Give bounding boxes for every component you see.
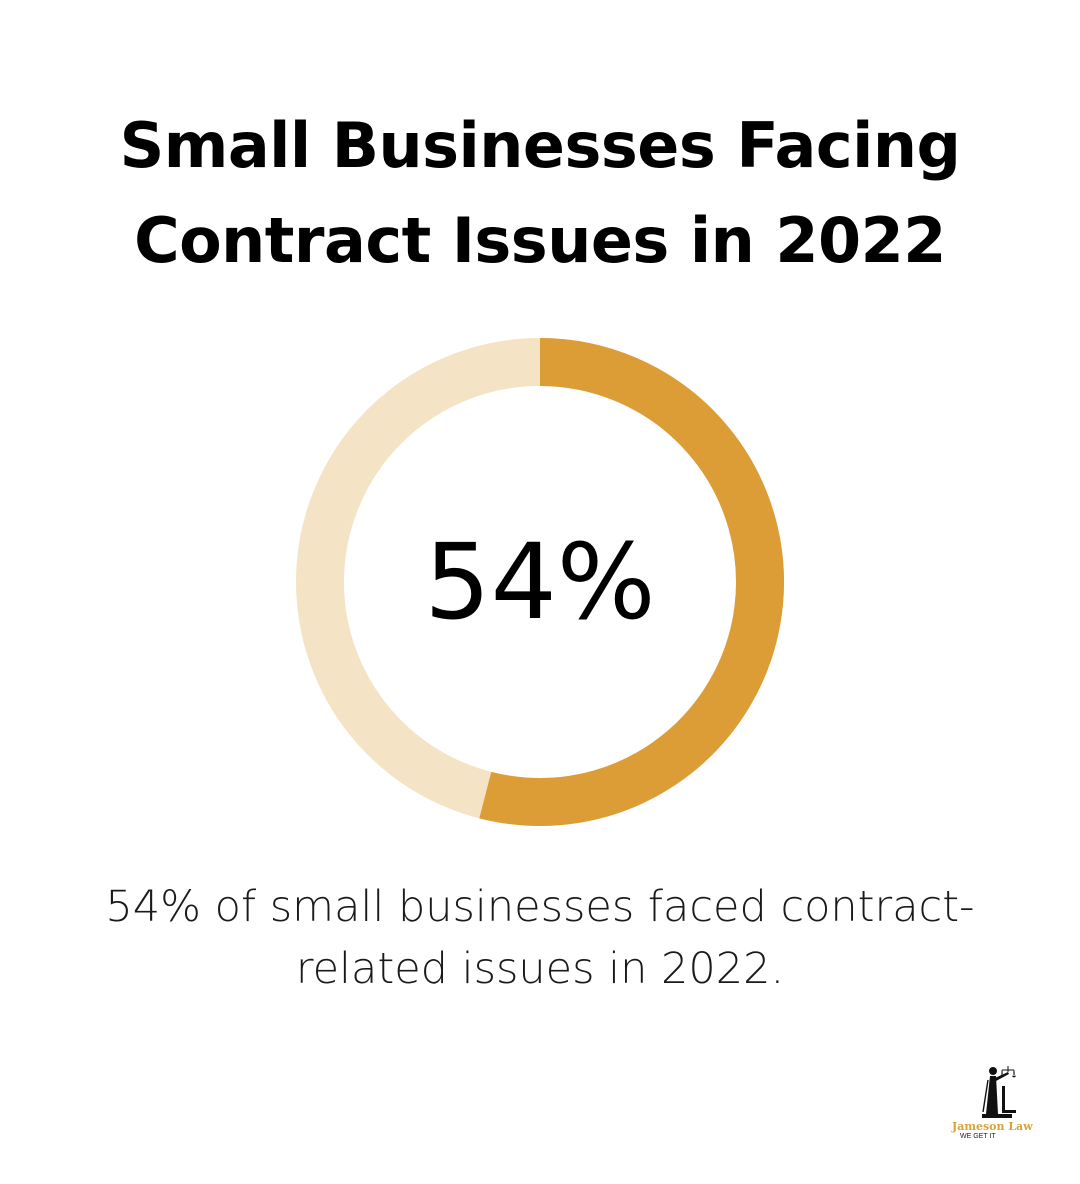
donut-chart <box>296 338 784 826</box>
brand-name: Jameson Law <box>952 1120 1033 1133</box>
chart-caption-line-1: 54% of small businesses faced contract- <box>105 882 975 932</box>
chart-title: Small Businesses Facing Contract Issues … <box>0 98 1080 288</box>
donut-slice-value <box>479 338 784 826</box>
donut-center-label: 54% <box>424 521 656 643</box>
lady-justice-icon <box>982 1066 1016 1118</box>
brand-logo: Jameson Law WE GET IT <box>952 1056 1042 1148</box>
chart-caption: 54% of small businesses faced contract- … <box>60 876 1020 1000</box>
brand-tagline: WE GET IT <box>960 1133 996 1140</box>
chart-title-line-1: Small Businesses Facing <box>119 109 961 182</box>
chart-title-line-2: Contract Issues in 2022 <box>134 204 946 277</box>
chart-caption-line-2: related issues in 2022. <box>295 944 785 994</box>
